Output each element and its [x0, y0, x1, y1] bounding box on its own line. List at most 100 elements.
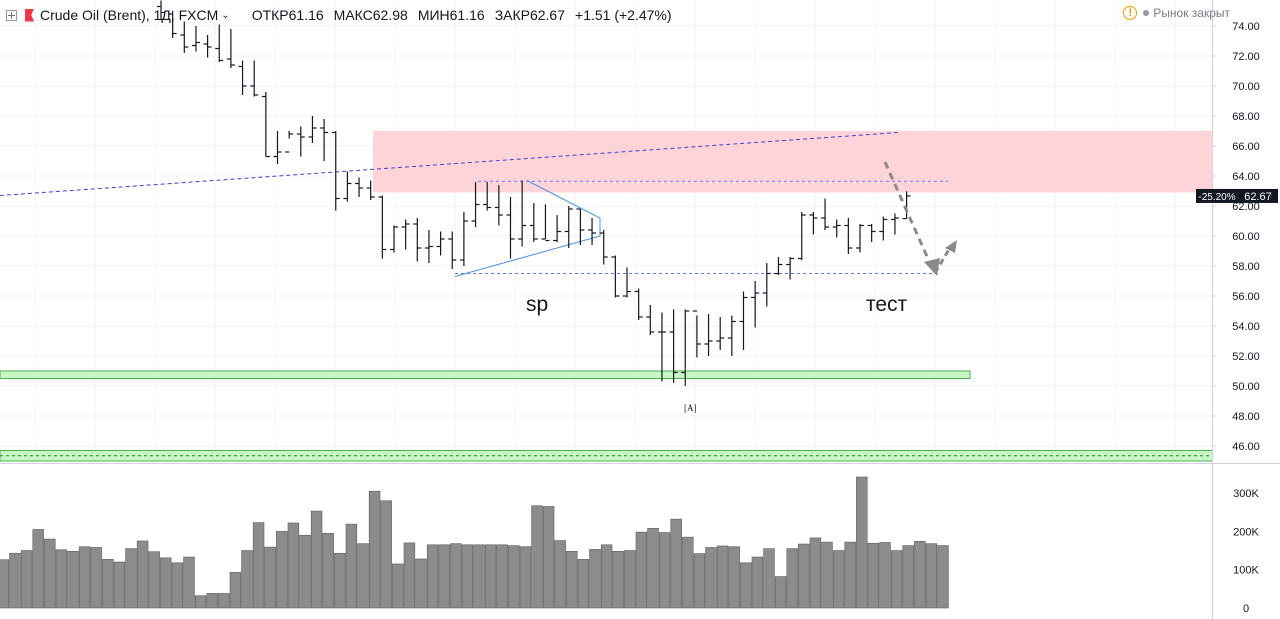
volume-bar [264, 546, 276, 609]
volume-bar [287, 522, 300, 609]
volume-bar [438, 544, 450, 609]
volume-bar [0, 559, 10, 609]
price-tick-label: 70.00 [1232, 81, 1260, 93]
volume-bar [473, 544, 485, 609]
warning-icon[interactable]: ! [1123, 6, 1138, 20]
volume-bar [125, 548, 137, 609]
volume-bar [682, 536, 694, 609]
annotation-marker: [A] [684, 403, 697, 413]
volume-bar [183, 556, 195, 609]
volume-bar [670, 518, 682, 609]
volume-bar [647, 528, 659, 609]
volume-bar [484, 544, 497, 609]
volume-bar [658, 532, 671, 609]
high-value: МАКС62.98 [333, 7, 408, 23]
price-tick-label: 46.00 [1232, 441, 1260, 453]
volume-bar [403, 542, 416, 609]
volume-bar [844, 541, 856, 609]
triangle-pattern [454, 180, 601, 277]
ohlc-values: ОТКР61.16 МАКС62.98 МИН61.16 ЗАКР62.67 +… [252, 7, 672, 23]
volume-bar [879, 542, 891, 609]
volume-bar [9, 552, 21, 609]
volume-bar [786, 548, 798, 609]
volume-bar [136, 540, 149, 609]
volume-bar [322, 533, 334, 609]
volume-tick-label: 300K [1233, 488, 1259, 500]
price-tick-label: 52.00 [1232, 351, 1260, 363]
volume-bar [461, 544, 474, 609]
price-tick-label: 74.00 [1232, 21, 1260, 33]
volume-bar [380, 500, 392, 609]
volume-bar [693, 553, 706, 609]
volume-bar [310, 510, 323, 609]
price-tick-label: 66.00 [1232, 141, 1260, 153]
chart-header: Crude Oil (Brent), 1Д, FXCM ⌄ ОТКР61.16 … [6, 4, 672, 26]
volume-bar [902, 545, 914, 609]
volume-bar [229, 572, 242, 609]
volume-bar [612, 551, 624, 609]
price-tick-label: 54.00 [1232, 321, 1260, 333]
volume-bar [716, 545, 729, 609]
expand-icon[interactable] [6, 9, 17, 21]
volume-bar [867, 542, 880, 609]
annotation-sp: sp [526, 293, 548, 316]
volume-bar [798, 543, 810, 609]
volume-bar [345, 523, 358, 609]
volume-bar [728, 546, 740, 609]
volume-bar [832, 550, 845, 609]
volume-bar [148, 551, 160, 609]
forecast-arrow-down [883, 161, 935, 271]
volume-bar [44, 538, 56, 609]
chevron-down-icon[interactable]: ⌄ [221, 9, 230, 21]
volume-bar [809, 537, 822, 609]
support-zone [0, 370, 971, 379]
volume-bar [554, 540, 566, 609]
volume-bar [914, 541, 926, 609]
change-value: +1.51 (+2.47%) [575, 7, 672, 23]
volume-bar [218, 593, 230, 609]
volume-tick-label: 100K [1233, 565, 1259, 577]
volume-bar [925, 543, 938, 609]
price-axis-bg [1212, 0, 1280, 619]
volume-bar [751, 556, 764, 609]
last-price-label: 62.67 [1244, 191, 1272, 203]
last-price-label-bg [1238, 188, 1278, 203]
volume-tick-label: 0 [1243, 603, 1249, 615]
volume-bar [589, 549, 601, 609]
volume-bar [20, 550, 33, 609]
volume-bar [450, 543, 462, 609]
volume-bar [334, 552, 346, 609]
volume-bar [624, 550, 636, 609]
volume-bar [113, 561, 126, 609]
volume-bar [299, 534, 311, 609]
volume-bar [55, 549, 68, 609]
volume-bar [508, 545, 520, 609]
volume-bar [705, 547, 717, 609]
price-tick-label: 72.00 [1232, 51, 1260, 63]
volume-bar [531, 505, 543, 609]
volume-bar [740, 562, 752, 609]
pct-label: -25.20% [1198, 192, 1235, 203]
volume-bar [566, 551, 578, 609]
volume-bar [32, 529, 44, 609]
volume-tick-label: 200K [1233, 526, 1259, 538]
volume-bar [357, 543, 369, 609]
volume-bar [368, 490, 381, 609]
volume-bar [102, 559, 114, 609]
forecast-arrow-up [933, 245, 953, 274]
volume-bar [78, 546, 91, 609]
volume-bar [206, 593, 218, 609]
price-tick-label: 58.00 [1232, 261, 1260, 273]
price-tick-label: 50.00 [1232, 381, 1260, 393]
volume-bar [890, 550, 903, 609]
flag-icon [25, 8, 34, 22]
volume-bar [937, 545, 949, 609]
volume-bar [194, 595, 207, 609]
symbol-title[interactable]: Crude Oil (Brent), 1Д, FXCM [40, 7, 219, 23]
annotation-test: тест [866, 293, 908, 316]
market-status: ! Рынок закрыт [1123, 6, 1230, 20]
volume-bar [600, 544, 613, 609]
volume-bar [774, 576, 787, 609]
